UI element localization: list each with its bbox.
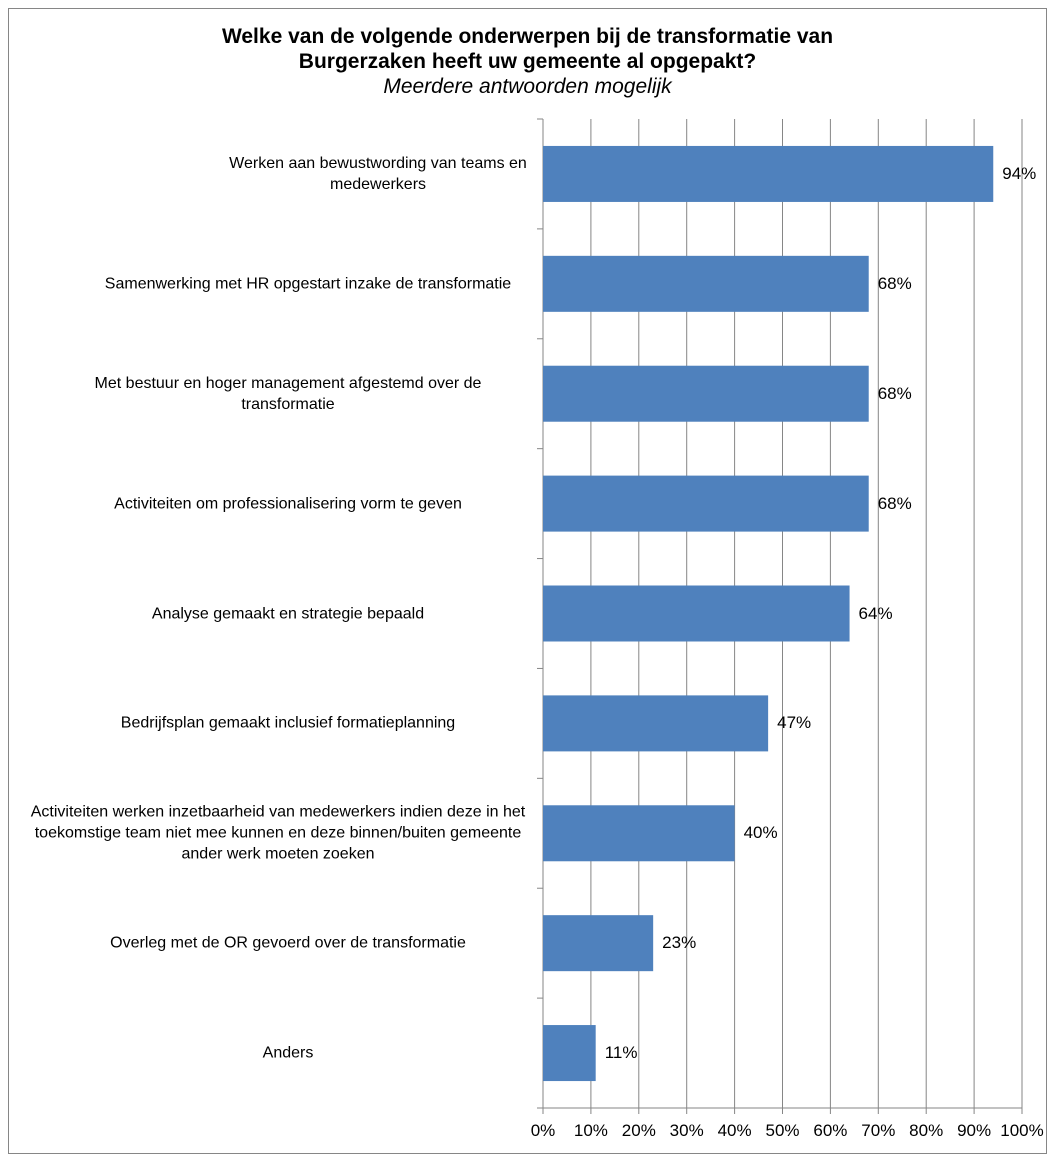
bar [543,255,869,312]
bar [543,365,869,422]
data-label: 11% [604,1043,638,1063]
data-label: 47% [777,713,812,733]
bar [543,145,994,202]
x-tick-label: 70% [861,1121,896,1140]
data-label: 64% [858,603,893,623]
x-tick-label: 90% [957,1121,992,1140]
data-label: 40% [743,823,778,843]
chart-subtitle: Meerdere antwoorden mogelijk [383,75,672,98]
category-label: Werken aan bewustwording van teams en me… [229,154,527,193]
category-label: Anders [262,1044,314,1062]
x-tick-label: 10% [573,1121,608,1140]
bar [543,475,869,532]
category-label: Overleg met de OR gevoerd over de transf… [110,934,466,952]
x-tick-label: 30% [669,1121,704,1140]
bar [543,915,654,972]
data-label: 68% [877,273,912,293]
x-tick-label: 20% [621,1121,656,1140]
bar [543,695,769,752]
category-label: Bedrijfsplan gemaakt inclusief formatiep… [120,714,456,732]
bar [543,585,850,642]
category-label: Samenwerking met HR opgestart inzake de … [104,275,512,293]
x-tick-label: 100% [1000,1121,1044,1140]
x-tick-label: 40% [717,1121,752,1140]
category-label: Activiteiten om professionalisering vorm… [114,495,462,513]
bar [543,1025,596,1082]
chart-title-line-2: Burgerzaken heeft uw gemeente al opgepak… [298,50,757,73]
data-label: 23% [662,933,697,953]
x-tick-label: 0% [530,1121,556,1140]
bar [543,805,735,862]
data-label: 68% [877,383,912,403]
category-label: Analyse gemaakt en strategie bepaald [151,605,425,622]
chart-title-line-1: Welke van de volgende onderwerpen bij de… [221,25,834,48]
x-tick-label: 60% [813,1121,848,1140]
x-tick-label: 80% [909,1121,944,1140]
data-label: 68% [877,493,912,513]
category-label: Met bestuur en hoger management afgestem… [94,374,482,413]
category-label: Activiteiten werken inzetbaarheid van me… [30,803,526,863]
data-label: 94% [1002,163,1037,183]
x-tick-label: 50% [765,1121,800,1140]
